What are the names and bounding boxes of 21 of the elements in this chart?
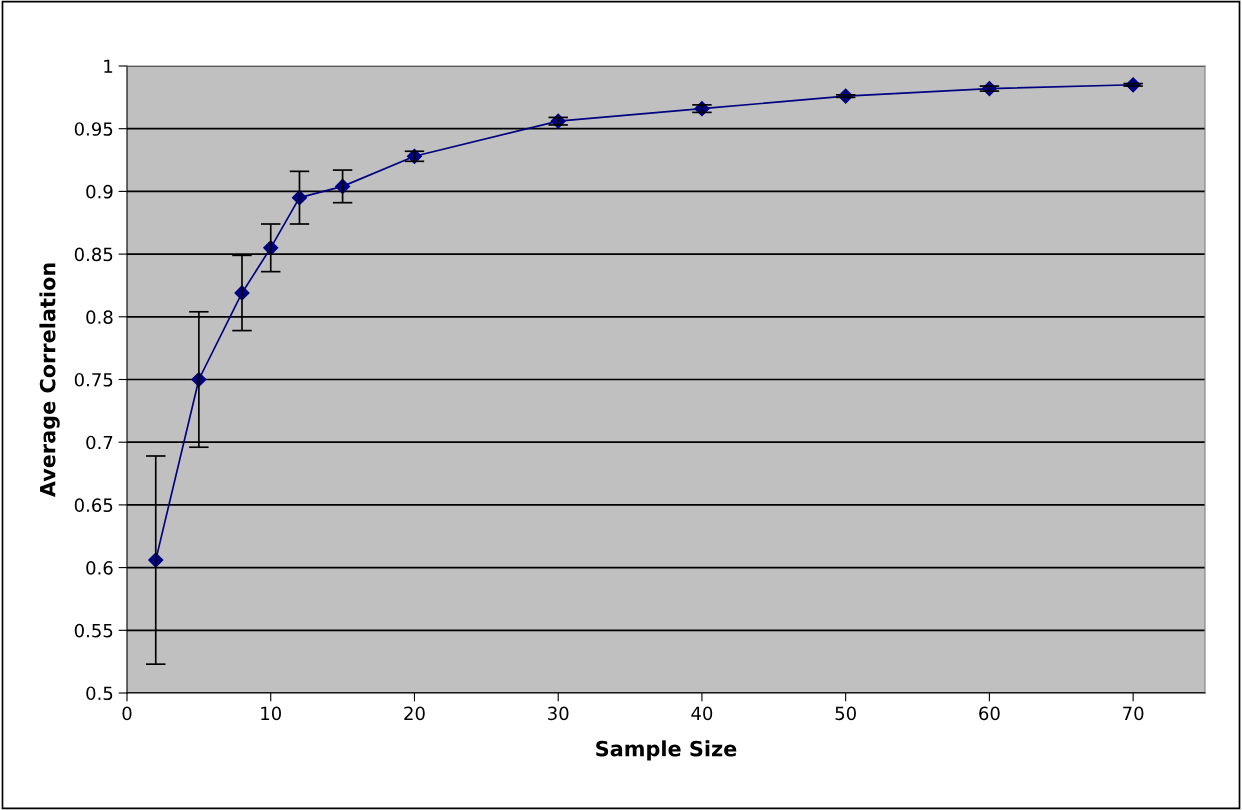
y-tick-label: 0.9	[86, 184, 113, 199]
x-tick-label: 40	[691, 706, 713, 721]
y-tick-label: 0.6	[86, 561, 113, 575]
y-tick-label: 0.5	[86, 686, 113, 701]
y-tick-label: 1	[104, 59, 113, 73]
x-tick-label: 50	[835, 706, 856, 721]
y-tick-label: 0.7	[86, 435, 113, 450]
y-tick-label: 0.55	[74, 623, 113, 638]
x-tick-label: 20	[404, 706, 425, 721]
x-tick-label: 60	[979, 706, 1000, 721]
y-tick-label: 0.95	[74, 122, 113, 136]
y-tick-label: 0.65	[74, 498, 113, 513]
x-tick-label: 70	[1123, 706, 1144, 721]
y-tick-label: 0.85	[74, 247, 113, 262]
y-axis-title: Average Correlation	[39, 263, 60, 498]
x-tick-label: 10	[261, 706, 282, 721]
x-tick-label: 0	[122, 706, 132, 721]
x-axis-title: Sample Size	[596, 740, 737, 761]
y-tick-label: 0.75	[74, 372, 113, 387]
x-tick-label: 30	[548, 706, 569, 721]
y-tick-label: 0.8	[86, 310, 113, 324]
